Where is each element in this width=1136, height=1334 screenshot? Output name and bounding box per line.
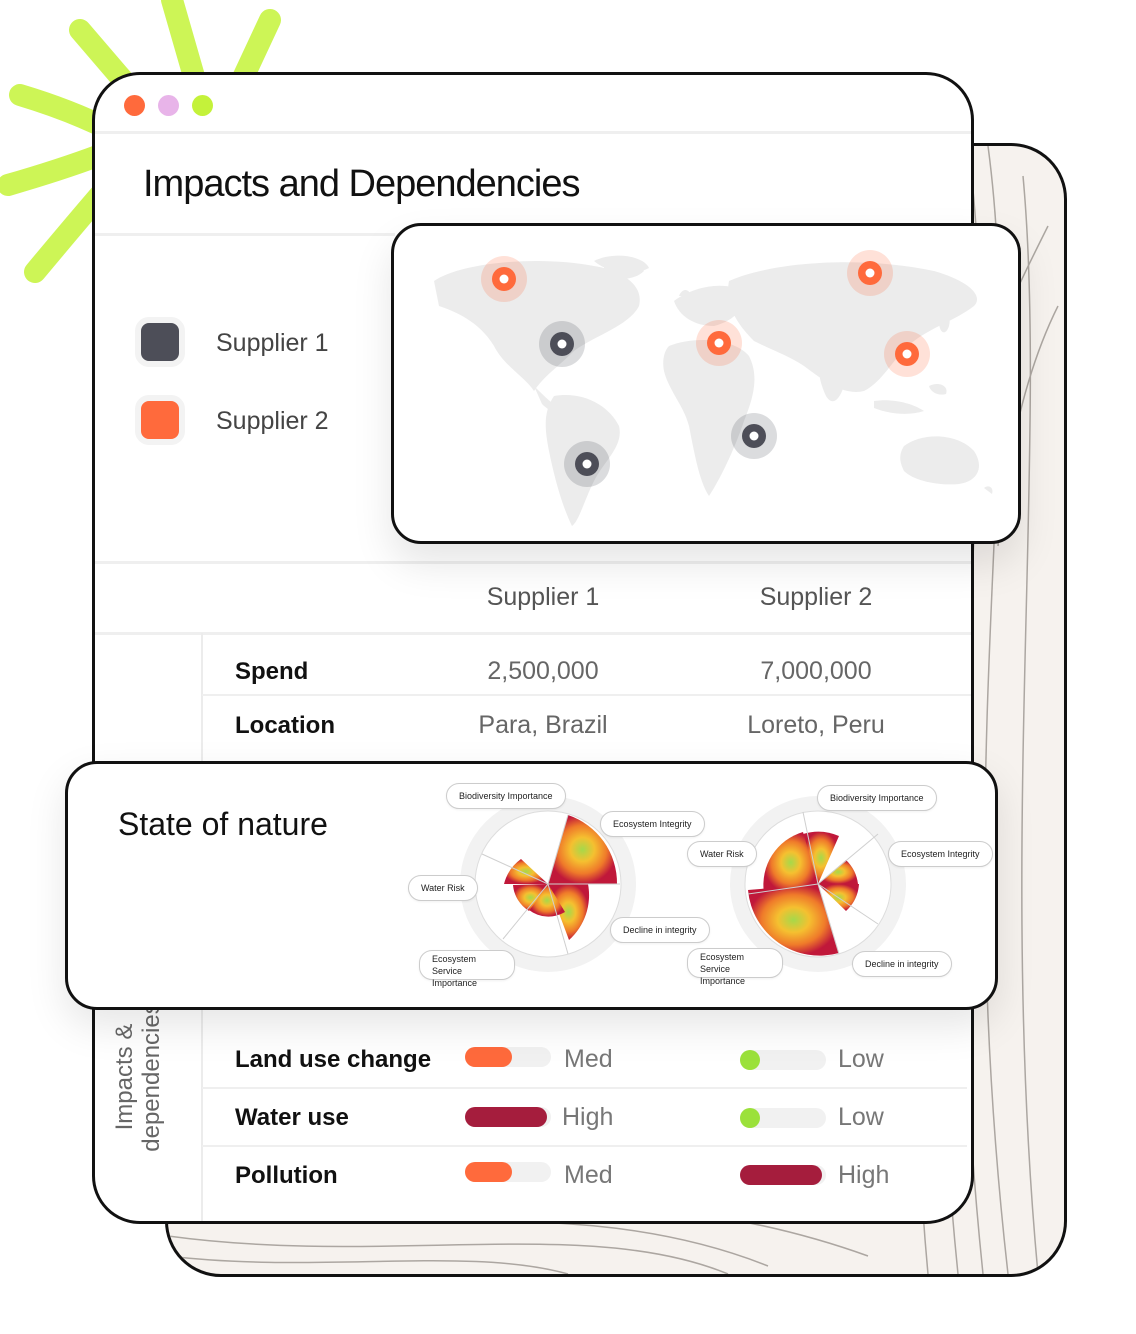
- map-marker-supplier-2[interactable]: [847, 250, 893, 296]
- wedge-biodiversity: [548, 815, 618, 884]
- state-of-nature-title: State of nature: [118, 806, 328, 842]
- map-marker-supplier-2[interactable]: [481, 256, 527, 302]
- chart1-label-decline: Decline in integrity: [610, 917, 710, 943]
- land-use-supplier-2-bar: [740, 1050, 826, 1070]
- wedge-biodiversity: [803, 831, 839, 884]
- pollution-supplier-2-level: High: [838, 1161, 890, 1189]
- legend-divider: [95, 561, 971, 564]
- land-use-supplier-1-level: Med: [564, 1045, 613, 1073]
- legend-label-supplier-1: Supplier 1: [216, 329, 329, 357]
- radar-spokes: [747, 811, 879, 955]
- row-label-water-use: Water use: [235, 1104, 349, 1131]
- minimize-dot[interactable]: [158, 95, 179, 116]
- impacts-row-divider: [202, 1145, 967, 1147]
- map-marker-supplier-2[interactable]: [696, 320, 742, 366]
- chart1-label-ecosystem-integrity: Ecosystem Integrity: [600, 811, 705, 837]
- wedge-decline: [529, 884, 565, 917]
- chart2-label-water-risk: Water Risk: [687, 841, 757, 867]
- column-header-supplier-1: Supplier 1: [486, 583, 600, 611]
- water-use-supplier-2-bar: [740, 1108, 826, 1128]
- world-map: [434, 250, 993, 526]
- land-use-supplier-1-bar: [465, 1047, 551, 1067]
- spend-supplier-1: 2,500,000: [487, 657, 599, 685]
- map-markers: [481, 250, 930, 487]
- land-use-supplier-2-level: Low: [838, 1045, 884, 1073]
- chart1-label-service: Ecosystem Service Importance: [419, 950, 515, 988]
- titlebar-divider: [95, 131, 971, 134]
- impacts-side-label: Impacts & dependencies: [111, 987, 165, 1167]
- chart2-label-ecosystem-integrity: Ecosystem Integrity: [888, 841, 993, 867]
- location-supplier-2: Loreto, Peru: [747, 711, 885, 739]
- water-use-supplier-1-bar: [465, 1107, 551, 1127]
- wedge-service: [513, 884, 548, 911]
- radar-chart-supplier-1: [460, 796, 636, 972]
- legend-swatch-supplier-2: [135, 395, 185, 445]
- chart1-label-biodiversity: Biodiversity Importance: [446, 783, 566, 809]
- maximize-dot[interactable]: [192, 95, 213, 116]
- legend-swatch-supplier-1: [135, 317, 185, 367]
- radar-chart-supplier-2: [730, 796, 906, 972]
- pollution-supplier-1-bar: [465, 1162, 551, 1182]
- row-label-pollution: Pollution: [235, 1162, 338, 1189]
- location-supplier-1: Para, Brazil: [478, 711, 608, 739]
- page-title: Impacts and Dependencies: [143, 163, 581, 205]
- table-row-divider: [202, 694, 971, 696]
- side-label-line-2: dependencies: [138, 1002, 165, 1152]
- wedge-water: [763, 832, 818, 893]
- wedge-ecosystem-integrity: [548, 884, 590, 940]
- chart2-label-biodiversity: Biodiversity Importance: [817, 785, 937, 811]
- row-label-location: Location: [235, 712, 335, 739]
- wedge-ecosystem-integrity: [818, 860, 858, 884]
- water-use-supplier-2-level: Low: [838, 1103, 884, 1131]
- spend-supplier-2: 7,000,000: [760, 657, 872, 685]
- water-use-supplier-1-level: High: [562, 1103, 614, 1131]
- header-divider: [95, 233, 395, 236]
- pollution-supplier-1-level: Med: [564, 1161, 613, 1189]
- chart2-label-decline: Decline in integrity: [852, 951, 952, 977]
- world-map-card: [391, 223, 1021, 544]
- pollution-supplier-2-bar: [740, 1165, 826, 1185]
- column-header-supplier-2: Supplier 2: [759, 583, 873, 611]
- chart2-label-service: Ecosystem Service Importance: [687, 948, 783, 986]
- map-marker-supplier-1[interactable]: [731, 413, 777, 459]
- map-marker-supplier-1[interactable]: [564, 441, 610, 487]
- wedge-water: [504, 859, 548, 884]
- radar-spokes: [481, 814, 620, 955]
- state-of-nature-card: State of nature Biodiversity Importance …: [65, 761, 998, 1010]
- map-marker-supplier-2[interactable]: [884, 331, 930, 377]
- side-label-line-1: Impacts &: [111, 1023, 138, 1131]
- table-header-divider: [95, 632, 971, 635]
- wedge-service: [748, 884, 839, 956]
- legend-label-supplier-2: Supplier 2: [216, 407, 329, 435]
- decorative-burst: [0, 0, 281, 283]
- close-dot[interactable]: [124, 95, 145, 116]
- row-label-spend: Spend: [235, 658, 309, 685]
- impacts-row-divider: [202, 1087, 967, 1089]
- row-label-land-use-change: Land use change: [235, 1046, 432, 1073]
- chart1-label-water-risk: Water Risk: [408, 875, 478, 901]
- map-marker-supplier-1[interactable]: [539, 321, 585, 367]
